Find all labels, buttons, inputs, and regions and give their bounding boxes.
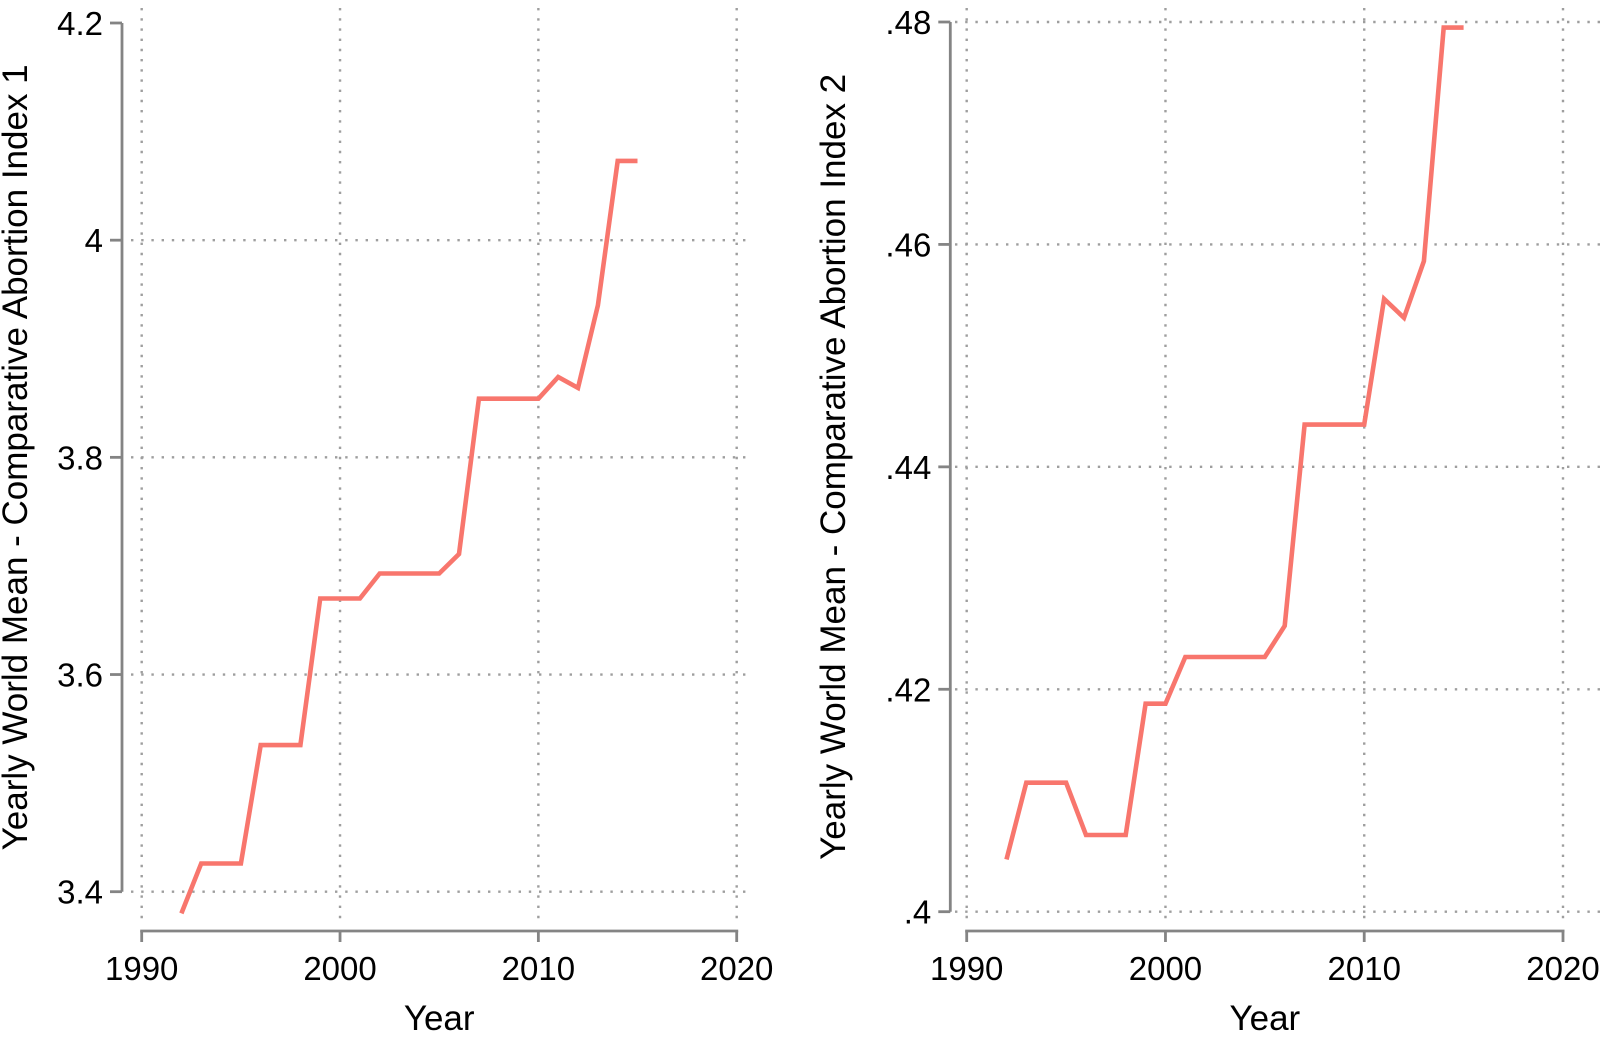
- y-tick-label: .44: [885, 449, 931, 486]
- x-tick-label: 2000: [1129, 950, 1202, 987]
- y-axis-title: Yearly World Mean - Comparative Abortion…: [814, 74, 853, 860]
- chart-2: .4 .42 .44 .46 .48 1990 2000 2010 2020 Yearly Wor…: [814, 4, 1600, 1038]
- series-line: [1004, 25, 1464, 860]
- x-tick-label: 2000: [303, 950, 376, 987]
- x-tick-label: 2020: [700, 950, 773, 987]
- y-tick-label: .46: [885, 226, 931, 263]
- y-tick-label: 3.8: [57, 439, 103, 476]
- x-tick-label: 1990: [105, 950, 178, 987]
- x-axis-title: Year: [404, 999, 475, 1038]
- y-tick-label: .42: [885, 671, 931, 708]
- y-tick-label: 3.4: [57, 874, 103, 911]
- y-tick-label: 3.6: [57, 657, 103, 694]
- y-tick-label: 4: [85, 222, 103, 259]
- y-axis-title: Yearly World Mean - Comparative Abortion…: [0, 64, 35, 850]
- y-tick-label: .4: [904, 894, 932, 931]
- y-tick-label: 4.2: [57, 5, 103, 42]
- y-tick-label: .48: [885, 4, 931, 41]
- chart-1: 3.4 3.6 3.8 4 4.2 1990 2000 2010 2020 Yearly Worl…: [0, 5, 773, 1038]
- x-axis-title: Year: [1229, 999, 1300, 1038]
- x-tick-label: 2010: [502, 950, 575, 987]
- x-tick-label: 1990: [930, 950, 1003, 987]
- x-tick-label: 2020: [1526, 950, 1599, 987]
- series-line: [179, 158, 638, 915]
- x-tick-label: 2010: [1328, 950, 1401, 987]
